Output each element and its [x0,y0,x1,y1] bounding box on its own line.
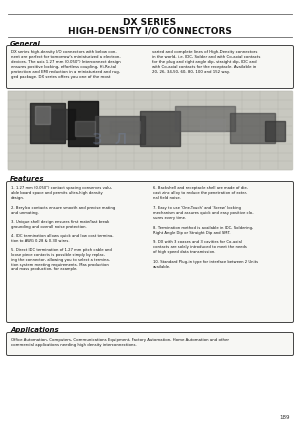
Text: Applications: Applications [10,327,58,333]
Text: HIGH-DENSITY I/O CONNECTORS: HIGH-DENSITY I/O CONNECTORS [68,26,232,36]
Text: 9. DX with 3 coaxes and 3 cavities for Co-axial
contacts are solely introduced t: 9. DX with 3 coaxes and 3 cavities for C… [153,240,247,254]
Text: 1. 1.27 mm (0.050") contact spacing conserves valu-
able board space and permits: 1. 1.27 mm (0.050") contact spacing cons… [11,186,112,200]
FancyBboxPatch shape [7,332,293,355]
Text: 4. IDC termination allows quick and low cost termina-
tion to AWG 0.28 & 0.30 wi: 4. IDC termination allows quick and low … [11,234,113,243]
Bar [175,106,235,131]
Text: Features: Features [10,176,44,182]
Text: 2. Berylco contacts ensure smooth and precise mating
and unmating.: 2. Berylco contacts ensure smooth and pr… [11,206,115,215]
Text: 10. Standard Plug-in type for interface between 2 Units
available.: 10. Standard Plug-in type for interface … [153,260,258,269]
Text: 189: 189 [280,415,290,420]
Bar [35,106,50,124]
Text: 8. Termination method is available in IDC, Soldering,
Right Angle Dip or Straigh: 8. Termination method is available in ID… [153,226,253,235]
Text: 7. Easy to use 'One-Touch' and 'Screw' locking
mechanism and assures quick and e: 7. Easy to use 'One-Touch' and 'Screw' l… [153,206,254,220]
Bar [200,119,225,131]
Bar [75,121,95,136]
Text: 6. Backshell and receptacle shell are made of die-
cast zinc alloy to reduce the: 6. Backshell and receptacle shell are ma… [153,186,248,200]
Bar [50,109,75,139]
Text: General: General [10,41,41,47]
Text: Office Automation, Computers, Communications Equipment, Factory Automation, Home: Office Automation, Computers, Communicat… [11,337,229,346]
Text: DX SERIES: DX SERIES [123,17,177,26]
Text: 5. Direct IDC termination of 1.27 mm pitch cable and
loose piece contacts is pos: 5. Direct IDC termination of 1.27 mm pit… [11,248,112,272]
Bar [110,121,140,133]
Bar [265,121,285,141]
Text: 3. Unique shell design ensures first mate/last break
grounding and overall noise: 3. Unique shell design ensures first mat… [11,220,109,229]
Bar [95,116,145,144]
Bar [30,103,65,143]
Bar [230,113,275,143]
Bar [140,111,180,146]
FancyBboxPatch shape [7,45,293,88]
Text: varied and complete lines of High-Density connectors
in the world, i.e. IDC, Sol: varied and complete lines of High-Densit… [152,49,260,74]
FancyBboxPatch shape [7,181,293,323]
Bar [68,101,98,146]
Text: DX series high-density I/O connectors with below con-
nent are perfect for tomor: DX series high-density I/O connectors wi… [11,49,121,79]
Text: з  л: з л [92,128,128,147]
Bar [8,91,292,169]
